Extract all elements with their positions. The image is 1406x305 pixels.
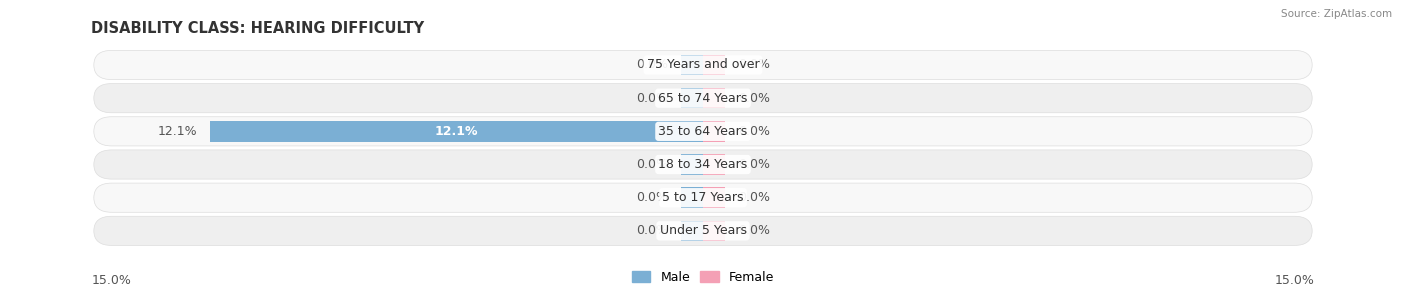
Text: Source: ZipAtlas.com: Source: ZipAtlas.com [1281,9,1392,19]
Text: 5 to 17 Years: 5 to 17 Years [662,191,744,204]
Bar [703,55,725,75]
Text: 15.0%: 15.0% [1275,274,1315,287]
Bar [681,55,703,75]
Text: 0.0%: 0.0% [637,224,668,237]
FancyBboxPatch shape [94,150,1312,179]
FancyBboxPatch shape [94,84,1312,113]
FancyBboxPatch shape [94,117,1312,146]
Text: 0.0%: 0.0% [738,59,769,71]
Text: 0.0%: 0.0% [738,224,769,237]
Text: 0.0%: 0.0% [738,92,769,105]
Legend: Male, Female: Male, Female [627,266,779,289]
Text: 0.0%: 0.0% [637,158,668,171]
Text: 0.0%: 0.0% [637,191,668,204]
Text: Under 5 Years: Under 5 Years [659,224,747,237]
Bar [681,154,703,175]
FancyBboxPatch shape [94,50,1312,80]
Bar [703,154,725,175]
Text: 12.1%: 12.1% [157,125,197,138]
Text: 15.0%: 15.0% [91,274,131,287]
Text: 18 to 34 Years: 18 to 34 Years [658,158,748,171]
Text: 65 to 74 Years: 65 to 74 Years [658,92,748,105]
Text: DISABILITY CLASS: HEARING DIFFICULTY: DISABILITY CLASS: HEARING DIFFICULTY [91,21,425,36]
Text: 0.0%: 0.0% [738,158,769,171]
Bar [209,121,703,142]
Bar [703,88,725,109]
Text: 0.0%: 0.0% [637,59,668,71]
Bar [681,88,703,109]
Text: 12.1%: 12.1% [434,125,478,138]
Bar [703,187,725,208]
Text: 0.0%: 0.0% [637,92,668,105]
Bar [681,187,703,208]
Text: 75 Years and over: 75 Years and over [647,59,759,71]
Text: 0.0%: 0.0% [738,191,769,204]
Bar [703,221,725,241]
Bar [703,121,725,142]
Text: 35 to 64 Years: 35 to 64 Years [658,125,748,138]
Text: 0.0%: 0.0% [738,125,769,138]
FancyBboxPatch shape [94,216,1312,246]
Bar [681,221,703,241]
FancyBboxPatch shape [94,183,1312,212]
